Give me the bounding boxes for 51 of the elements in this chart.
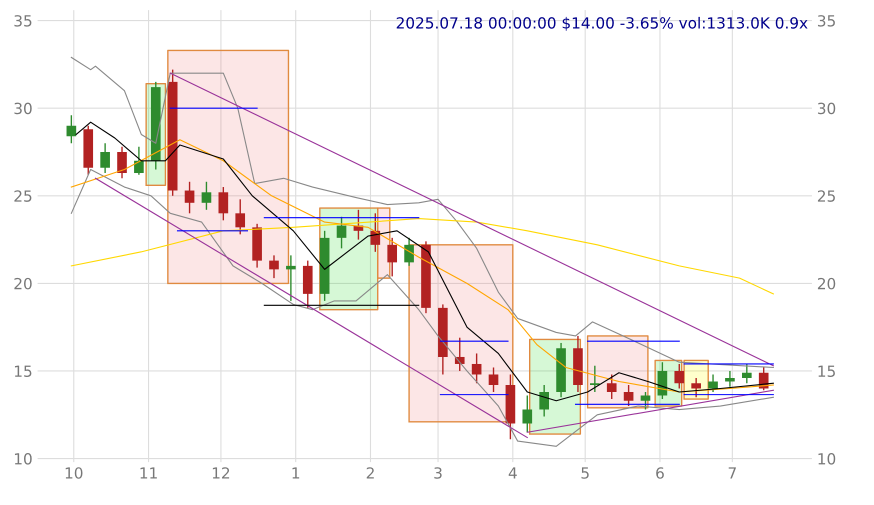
- y-tick-label: 10: [14, 453, 32, 465]
- y2-tick-label: 25: [818, 190, 835, 202]
- candlestick: [235, 198, 246, 236]
- candlestick: [742, 363, 752, 384]
- x-tick-label: 7: [728, 467, 736, 479]
- candlestick: [202, 181, 212, 211]
- candlestick: [640, 391, 650, 410]
- y-tick-label: 30: [14, 102, 32, 114]
- candlestick: [472, 352, 482, 384]
- candlestick: [522, 394, 532, 433]
- y-tick-label: 25: [14, 190, 32, 202]
- candlestick: [606, 374, 617, 400]
- candlestick: [488, 366, 498, 393]
- x-tick-label: 5: [582, 467, 589, 479]
- candlestick: [539, 384, 549, 418]
- y2-tick-label: 10: [818, 453, 836, 465]
- x-tick-label: 12: [212, 467, 230, 479]
- x-tick-label: 4: [508, 467, 517, 479]
- chart-title: 2025.07.18 00:00:00 $14.00 -3.65% vol:1313.0K 0.9x: [396, 16, 808, 31]
- y-tick-label: 20: [14, 278, 32, 290]
- candlestick: [336, 216, 346, 250]
- x-tick-label: 1: [292, 467, 300, 479]
- line-series: [70, 56, 774, 368]
- candlestick: [691, 377, 701, 398]
- candlestick: [624, 384, 634, 407]
- y-tick-label: 35: [14, 15, 32, 27]
- y2-tick-label: 20: [818, 278, 836, 290]
- candlestick: [725, 370, 735, 388]
- candlestick: [286, 254, 296, 302]
- y2-tick-label: 15: [818, 366, 835, 377]
- y2-tick-label: 35: [818, 15, 835, 27]
- candlestick: [117, 146, 127, 179]
- y2-tick-label: 30: [818, 102, 836, 114]
- x-tick-label: 3: [434, 467, 442, 479]
- candlestick: [708, 374, 718, 393]
- line-series: [70, 168, 774, 447]
- x-tick-label: 2: [366, 467, 374, 479]
- x-tick-label: 6: [656, 467, 664, 479]
- candlestick: [66, 114, 76, 144]
- candlestick: [100, 142, 110, 174]
- x-tick-label: 10: [66, 467, 82, 479]
- candlestick: [387, 237, 398, 278]
- candlestick: [590, 365, 600, 393]
- line-series: [70, 218, 774, 294]
- candlestick: [269, 254, 279, 279]
- candlestick: [184, 181, 194, 214]
- y-tick-label: 15: [14, 366, 32, 377]
- candlestick: [674, 363, 684, 390]
- x-tick-label: 11: [140, 467, 157, 479]
- candlestick: [218, 186, 228, 222]
- candlestick: [404, 237, 414, 267]
